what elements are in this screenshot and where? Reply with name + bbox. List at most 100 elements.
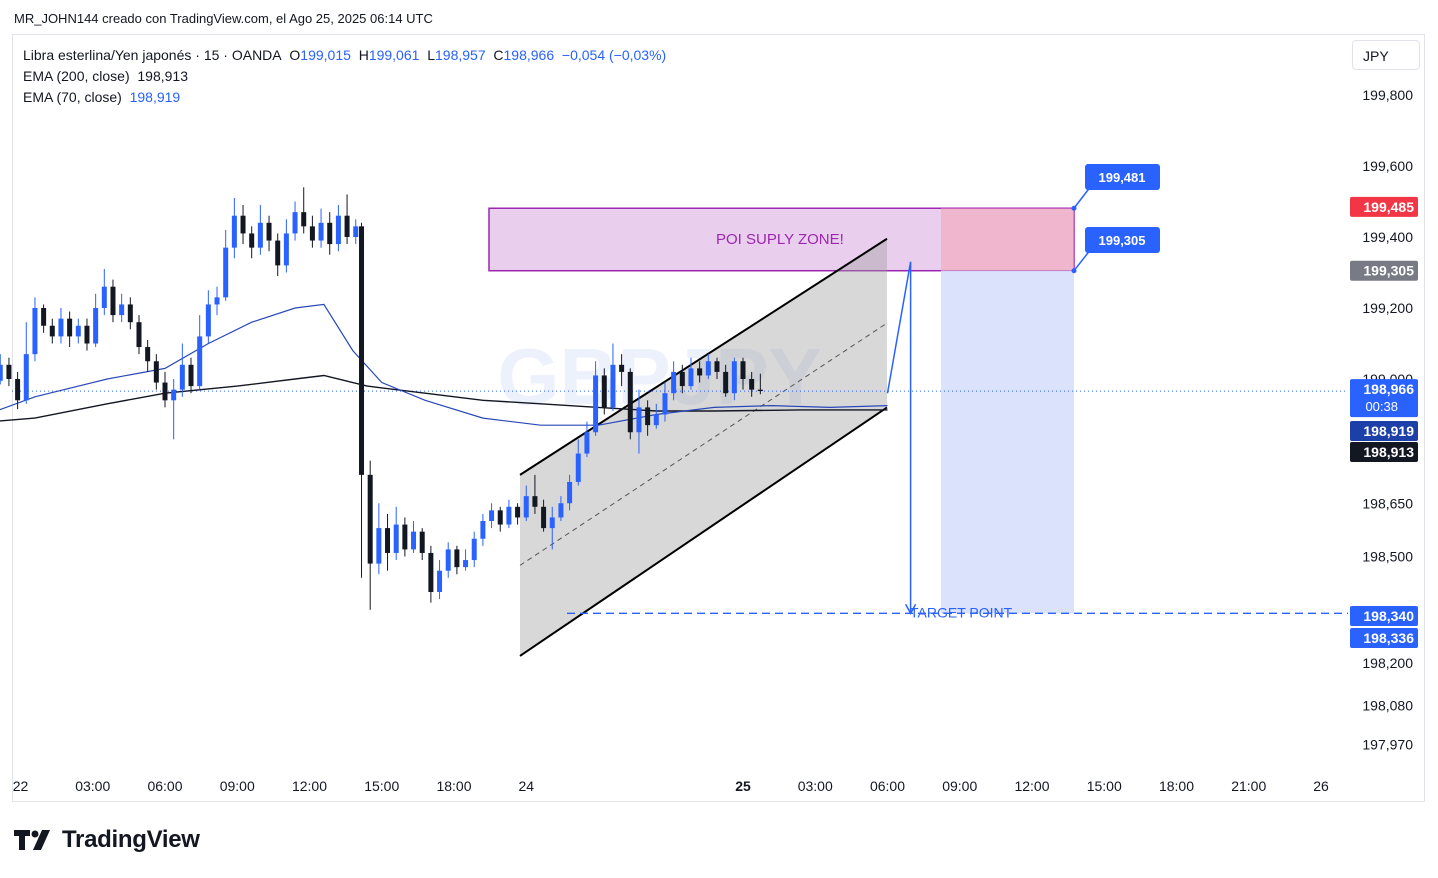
- candle-body[interactable]: [419, 531, 425, 553]
- candle-body[interactable]: [428, 552, 434, 592]
- candle-body[interactable]: [23, 354, 29, 401]
- candle-body[interactable]: [497, 510, 503, 525]
- candle-body[interactable]: [58, 318, 64, 337]
- candle-body[interactable]: [223, 247, 229, 298]
- currency-button[interactable]: JPY: [1352, 40, 1420, 70]
- price-axis-badge[interactable]: [1350, 379, 1418, 418]
- price-axis-badge[interactable]: [1350, 442, 1418, 462]
- candle-body[interactable]: [567, 481, 573, 504]
- take-profit-zone[interactable]: [941, 270, 1074, 614]
- candle-body[interactable]: [214, 297, 220, 305]
- ema70-line[interactable]: [0, 303, 888, 478]
- candle-body[interactable]: [6, 364, 12, 379]
- candle-body[interactable]: [636, 407, 642, 433]
- candle-body[interactable]: [359, 226, 365, 475]
- stop-loss-zone[interactable]: [941, 208, 1074, 271]
- candle-body[interactable]: [93, 308, 99, 344]
- candle-body[interactable]: [249, 233, 255, 248]
- candle-body[interactable]: [119, 304, 125, 316]
- candle-body[interactable]: [41, 308, 47, 326]
- candle-body[interactable]: [688, 368, 694, 387]
- candle-body[interactable]: [205, 304, 211, 337]
- candle-body[interactable]: [127, 304, 133, 323]
- price-callout[interactable]: [1085, 164, 1160, 190]
- candle-body[interactable]: [385, 528, 391, 553]
- candle-body[interactable]: [610, 364, 616, 408]
- legend-symbol[interactable]: Libra esterlina/Yen japonés · 15 · OANDA: [23, 47, 282, 63]
- price-axis-badge[interactable]: [1350, 628, 1418, 648]
- price-axis-badge[interactable]: [1350, 196, 1418, 217]
- candle-body[interactable]: [731, 361, 737, 394]
- candle-body[interactable]: [671, 371, 677, 394]
- candle-body[interactable]: [749, 379, 755, 390]
- candle-body[interactable]: [0, 364, 3, 381]
- candle-body[interactable]: [584, 432, 590, 454]
- candle-body[interactable]: [705, 361, 711, 376]
- candle-body[interactable]: [679, 371, 685, 387]
- candle-body[interactable]: [266, 222, 272, 241]
- candle-body[interactable]: [697, 368, 703, 376]
- candle-body[interactable]: [145, 347, 151, 362]
- candle-body[interactable]: [32, 308, 38, 355]
- candle-body[interactable]: [619, 364, 625, 372]
- candle-body[interactable]: [541, 506, 547, 529]
- candle-body[interactable]: [292, 212, 298, 234]
- channel-upper-line[interactable]: [519, 237, 888, 476]
- candle-body[interactable]: [344, 215, 350, 237]
- candle-body[interactable]: [593, 375, 599, 433]
- candle-body[interactable]: [301, 212, 307, 227]
- candle-body[interactable]: [171, 389, 177, 401]
- candle-body[interactable]: [136, 322, 142, 348]
- candle-body[interactable]: [15, 379, 21, 401]
- candle-body[interactable]: [162, 382, 168, 401]
- candle-body[interactable]: [110, 286, 116, 316]
- candle-body[interactable]: [627, 371, 633, 433]
- candle-body[interactable]: [257, 222, 263, 248]
- tradingview-logo[interactable]: TradingView: [14, 826, 200, 854]
- price-axis-badge[interactable]: [1350, 606, 1418, 626]
- ema200-line[interactable]: [0, 374, 888, 440]
- candle-body[interactable]: [445, 549, 451, 571]
- candle-body[interactable]: [75, 325, 81, 337]
- candle-body[interactable]: [523, 496, 529, 518]
- candle-body[interactable]: [575, 453, 581, 482]
- candle-body[interactable]: [49, 325, 55, 337]
- candle-body[interactable]: [153, 361, 159, 383]
- channel-lower-line[interactable]: [519, 406, 888, 657]
- candle-body[interactable]: [353, 226, 359, 237]
- candle-body[interactable]: [318, 222, 324, 241]
- candle-body[interactable]: [84, 325, 90, 344]
- candle-body[interactable]: [437, 570, 443, 592]
- candle-body[interactable]: [506, 506, 512, 525]
- candle-body[interactable]: [188, 364, 194, 387]
- candle-body[interactable]: [231, 215, 237, 248]
- candle-body[interactable]: [532, 496, 538, 507]
- candle-body[interactable]: [757, 389, 763, 392]
- candle-body[interactable]: [549, 517, 555, 529]
- forecast-path[interactable]: [886, 261, 912, 614]
- candle-body[interactable]: [662, 393, 668, 415]
- price-axis-badge[interactable]: [1350, 421, 1418, 441]
- candle-body[interactable]: [402, 524, 408, 550]
- candle-body[interactable]: [723, 371, 729, 394]
- candle-body[interactable]: [653, 414, 659, 426]
- candle-body[interactable]: [740, 361, 746, 379]
- candle-body[interactable]: [275, 240, 281, 266]
- candle-body[interactable]: [411, 531, 417, 550]
- candle-body[interactable]: [463, 560, 469, 568]
- candle-body[interactable]: [714, 361, 720, 372]
- candle-body[interactable]: [367, 474, 373, 564]
- candle-body[interactable]: [393, 524, 399, 553]
- candle-body[interactable]: [376, 528, 382, 564]
- candle-body[interactable]: [283, 233, 289, 266]
- candle-body[interactable]: [179, 364, 185, 390]
- candle-body[interactable]: [327, 222, 333, 245]
- candle-body[interactable]: [489, 510, 495, 521]
- candle-body[interactable]: [454, 549, 460, 568]
- candle-body[interactable]: [480, 521, 486, 539]
- candle-body[interactable]: [309, 226, 315, 241]
- candle-body[interactable]: [67, 318, 73, 337]
- candle-body[interactable]: [335, 215, 341, 245]
- candle-body[interactable]: [601, 375, 607, 408]
